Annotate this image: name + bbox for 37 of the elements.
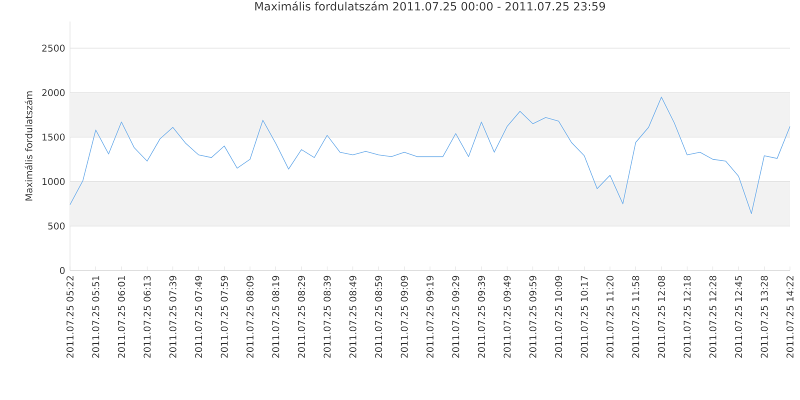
x-tick-label: 2011.07.25 08:49 xyxy=(349,276,356,358)
y-tick-label: 1000 xyxy=(42,178,65,185)
x-tick-label: 2011.07.25 08:09 xyxy=(246,276,254,358)
x-tick-label: 2011.07.25 08:19 xyxy=(272,276,280,358)
x-tick-label: 2011.07.25 09:59 xyxy=(529,276,536,358)
x-tick-label: 2011.07.25 08:59 xyxy=(375,276,382,358)
x-tick-label: 2011.07.25 06:13 xyxy=(144,276,151,358)
chart-title: Maximális fordulatszám 2011.07.25 00:00 - 2011.07.25 23:59 xyxy=(255,1,606,10)
x-tick-label: 2011.07.25 11:20 xyxy=(606,276,614,358)
x-tick-label: 2011.07.25 09:39 xyxy=(478,276,485,358)
y-tick-label: 1500 xyxy=(42,133,65,140)
x-tick-label: 2011.07.25 05:22 xyxy=(66,276,74,358)
y-tick-label: 500 xyxy=(48,222,65,230)
x-tick-label: 2011.07.25 10:17 xyxy=(580,276,588,358)
x-tick-label: 2011.07.25 12:08 xyxy=(658,276,665,358)
x-tick-label: 2011.07.25 13:28 xyxy=(760,276,768,358)
x-tick-label: 2011.07.25 10:09 xyxy=(555,276,562,358)
x-tick-label: 2011.07.25 12:28 xyxy=(709,276,716,358)
x-tick-label: 2011.07.25 11:58 xyxy=(632,276,640,358)
x-tick-label: 2011.07.25 09:49 xyxy=(504,276,511,358)
x-tick-label: 2011.07.25 07:39 xyxy=(169,276,176,358)
y-tick-label: 0 xyxy=(60,266,65,274)
x-tick-label: 2011.07.25 12:18 xyxy=(684,276,691,358)
x-tick-label: 2011.07.25 12:45 xyxy=(735,276,742,358)
x-tick-label: 2011.07.25 09:09 xyxy=(400,276,408,358)
x-tick-label: 2011.07.25 14:22 xyxy=(786,276,794,358)
y-axis-title: Maximális fordulatszám xyxy=(24,91,32,200)
x-tick-label: 2011.07.25 07:59 xyxy=(220,276,228,358)
x-tick-label: 2011.07.25 05:51 xyxy=(92,276,100,358)
x-tick-label: 2011.07.25 08:29 xyxy=(298,276,305,358)
y-tick-label: 2000 xyxy=(42,88,65,96)
x-tick-label: 2011.07.25 06:01 xyxy=(118,276,125,358)
x-tick-label: 2011.07.25 08:39 xyxy=(324,276,331,358)
x-tick-label: 2011.07.25 07:49 xyxy=(195,276,202,358)
x-tick-label: 2011.07.25 09:19 xyxy=(426,276,434,358)
y-tick-label: 2500 xyxy=(42,44,65,52)
x-tick-label: 2011.07.25 09:29 xyxy=(452,276,460,358)
